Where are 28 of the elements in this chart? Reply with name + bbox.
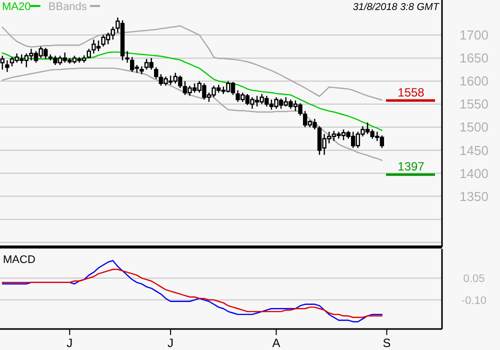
y-tick-label: 1550 xyxy=(460,96,488,112)
x-tick-label: J xyxy=(66,336,73,350)
y-tick-label: 0.05 xyxy=(463,272,485,285)
y-tick-label: 1650 xyxy=(460,50,488,66)
line-series xyxy=(2,51,383,132)
legend-label: BBands xyxy=(48,1,88,13)
x-tick-label: A xyxy=(272,336,280,350)
legend-label: MA20 xyxy=(2,1,31,13)
candlestick xyxy=(0,55,4,70)
candlestick xyxy=(154,66,158,80)
candlestick xyxy=(125,50,130,64)
y-tick-label: -0.10 xyxy=(461,294,487,307)
text: MACD xyxy=(3,254,36,266)
x-tick-label: S xyxy=(382,336,391,350)
candlestick xyxy=(5,60,10,72)
y-tick-label: 1500 xyxy=(460,120,488,135)
ref-line-label: 1397 xyxy=(398,160,425,174)
x-tick-label: J xyxy=(168,336,174,350)
line-series xyxy=(2,268,383,318)
line-series xyxy=(2,25,383,101)
annotation: 31/8/2018 3:8 GMT xyxy=(352,2,440,13)
candlestick xyxy=(86,48,91,59)
ref-line-label: 1558 xyxy=(398,85,425,100)
y-tick-label: 1400 xyxy=(460,166,488,181)
y-tick-label: 1350 xyxy=(460,188,488,204)
y-tick-label: 1700 xyxy=(460,28,488,43)
y-tick-label: 1600 xyxy=(460,74,488,89)
y-tick-label: 1450 xyxy=(460,142,488,158)
